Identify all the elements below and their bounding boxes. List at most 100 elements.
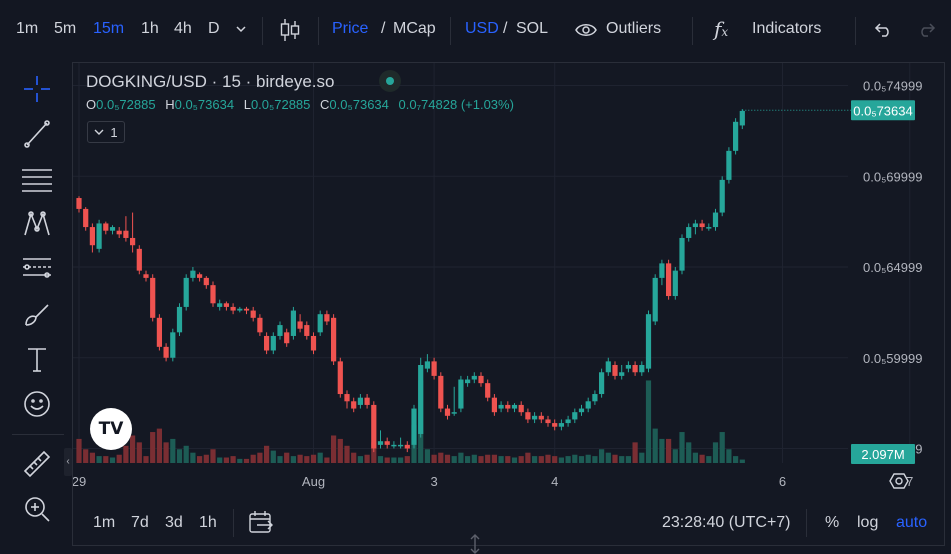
volume-bar xyxy=(431,454,437,463)
chevron-down-icon xyxy=(236,26,246,33)
candle-body xyxy=(143,274,149,278)
mcap-toggle[interactable]: MCap xyxy=(393,20,436,37)
candle-body xyxy=(739,110,745,126)
candle-body xyxy=(324,314,330,322)
candle-body xyxy=(706,227,712,229)
redo-button[interactable] xyxy=(918,20,938,43)
pattern-tool[interactable] xyxy=(20,207,54,241)
candle-body xyxy=(465,379,471,384)
eye-icon xyxy=(575,24,597,36)
timeframe-5m[interactable]: 5m xyxy=(54,20,77,37)
percent-scale-toggle[interactable]: % xyxy=(825,514,840,531)
volume-bar xyxy=(398,457,404,463)
timeframe-1h[interactable]: 1h xyxy=(141,20,159,37)
volume-bar xyxy=(491,454,497,463)
volume-bar xyxy=(532,456,538,463)
bottom-toolbar: 1m 7d 3d 1h 23:28:40 (UTC+7) % log auto xyxy=(72,500,945,546)
indicators-button[interactable]: Indicators xyxy=(752,20,822,37)
sol-toggle[interactable]: SOL xyxy=(516,20,549,37)
volume-bar xyxy=(458,452,464,463)
timeframe-15m[interactable]: 15m xyxy=(93,20,125,37)
candle-body xyxy=(203,277,209,286)
volume-bar xyxy=(250,454,256,463)
volume-bar xyxy=(465,456,471,463)
measure-tool[interactable] xyxy=(20,447,54,481)
outliers-button[interactable] xyxy=(575,21,597,39)
volume-bar xyxy=(599,449,605,463)
candle-body xyxy=(391,444,397,447)
volume-bar xyxy=(672,449,678,463)
volume-bar xyxy=(652,428,658,463)
collapse-toolbar-button[interactable]: ‹ xyxy=(64,448,72,476)
candle-body xyxy=(639,365,645,373)
legend-collapse-button[interactable]: 1 xyxy=(87,121,125,143)
chart-pane[interactable]: 0.0₅749990.0₅699990.0₅649990.0₅599990.0₅… xyxy=(72,62,945,546)
pane-resize-handle[interactable] xyxy=(468,534,482,554)
log-scale-toggle[interactable]: log xyxy=(857,514,879,531)
volume-bar xyxy=(686,442,692,463)
zoom-tool[interactable] xyxy=(20,492,54,526)
candle-body xyxy=(237,308,243,311)
volume-bar xyxy=(297,454,303,463)
candle-body xyxy=(96,223,102,249)
candlestick-chart[interactable]: 0.0₅749990.0₅699990.0₅649990.0₅599990.0₅… xyxy=(73,63,944,545)
volume-bar xyxy=(290,456,296,463)
candles xyxy=(76,109,745,453)
volume-bar xyxy=(525,452,531,463)
timeframe-dropdown[interactable] xyxy=(235,22,247,40)
auto-scale-toggle[interactable]: auto xyxy=(896,514,928,531)
range-1m[interactable]: 1m xyxy=(93,514,116,531)
emoji-tool[interactable] xyxy=(20,387,54,421)
price-toggle[interactable]: Price xyxy=(332,20,369,37)
date-range-button[interactable] xyxy=(248,510,274,539)
candle-body xyxy=(176,306,183,333)
time-axis: 29 Aug 3 4 6 7 xyxy=(73,474,913,489)
candle-body xyxy=(136,248,142,271)
market-status-indicator[interactable] xyxy=(379,70,401,92)
volume-bar xyxy=(424,449,430,463)
text-tool[interactable] xyxy=(20,342,54,376)
trendline-tool[interactable] xyxy=(20,117,54,151)
volume-bar xyxy=(176,449,183,463)
candle-body xyxy=(290,310,296,336)
usd-toggle[interactable]: USD xyxy=(465,20,499,37)
timeframe-4h[interactable]: 4h xyxy=(174,20,192,37)
candle-body xyxy=(458,379,464,409)
candle-body xyxy=(578,408,585,413)
candle-body xyxy=(491,397,497,413)
volume-bar xyxy=(331,435,337,463)
candle-body xyxy=(632,365,638,373)
candle-body xyxy=(565,419,571,424)
timeframe-D[interactable]: D xyxy=(208,20,220,37)
undo-button[interactable] xyxy=(872,20,892,43)
candle-body xyxy=(210,285,216,304)
clock-timezone[interactable]: 23:28:40 (UTC+7) xyxy=(662,514,791,531)
price-tick-label: 0.0₅59999 xyxy=(863,351,922,366)
tradingview-logo[interactable]: TV xyxy=(90,408,132,450)
slash-separator: / xyxy=(381,20,386,37)
volume-bar xyxy=(572,454,578,463)
low-key: L xyxy=(243,97,251,112)
volume-bar xyxy=(518,456,524,463)
candle-body xyxy=(83,208,89,228)
horizontal-lines-tool[interactable] xyxy=(20,162,54,196)
brush-tool[interactable] xyxy=(20,297,54,331)
range-7d[interactable]: 7d xyxy=(131,514,149,531)
timeframe-1m[interactable]: 1m xyxy=(16,20,39,37)
fx-icon[interactable]: fx xyxy=(714,17,729,41)
outliers-label[interactable]: Outliers xyxy=(606,20,662,37)
axis-settings-button[interactable] xyxy=(889,471,909,496)
range-3d[interactable]: 3d xyxy=(165,514,183,531)
range-1h[interactable]: 1h xyxy=(199,514,217,531)
volume-bar xyxy=(712,442,719,463)
high-value: 0.0₅73634 xyxy=(174,97,235,112)
divider xyxy=(233,509,234,537)
volume-bar xyxy=(210,449,216,463)
volume-bar xyxy=(150,432,156,463)
chart-type-button[interactable] xyxy=(279,17,301,48)
candle-body xyxy=(297,321,303,329)
candle-body xyxy=(699,223,705,228)
candle-body xyxy=(538,415,544,420)
fib-tool[interactable] xyxy=(20,252,54,286)
crosshair-tool[interactable] xyxy=(20,72,54,106)
